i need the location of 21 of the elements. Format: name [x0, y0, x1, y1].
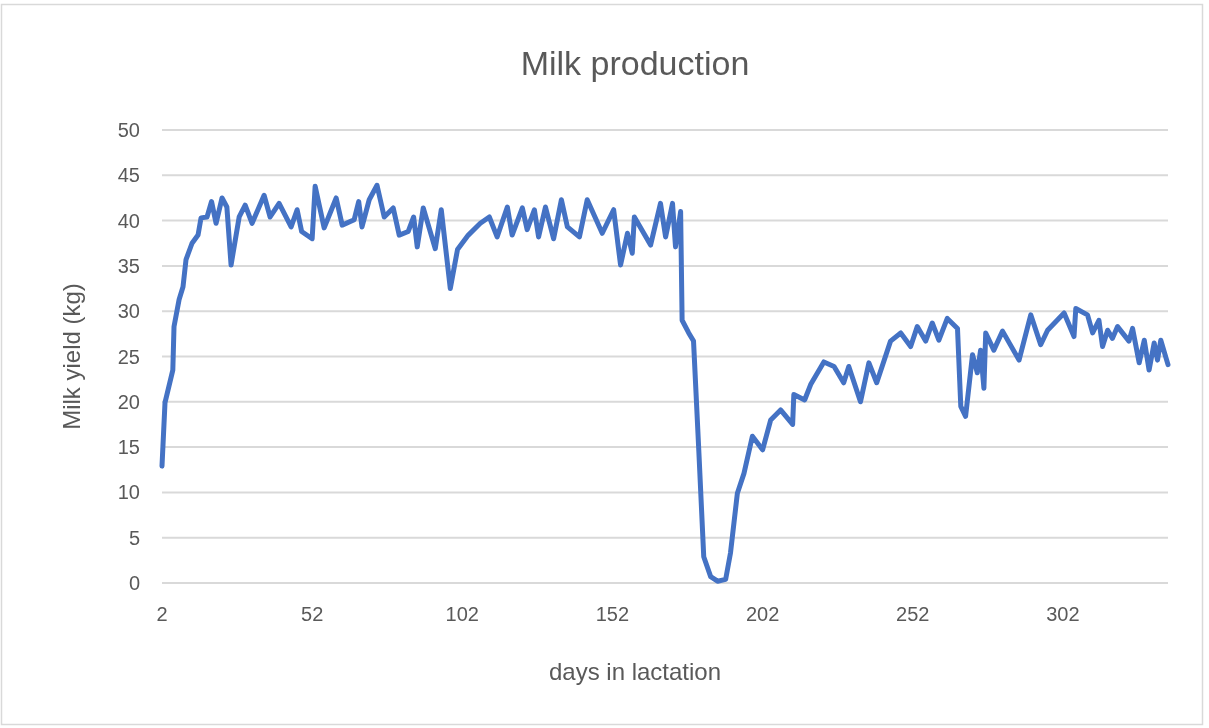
- x-tick-label: 102: [445, 603, 479, 625]
- x-tick-label: 202: [745, 603, 780, 625]
- y-tick-label: 45: [117, 164, 140, 187]
- x-tick-label: 152: [595, 603, 630, 625]
- y-tick-label: 15: [117, 436, 140, 459]
- x-tick-label: 2: [156, 603, 168, 625]
- y-tick-label: 10: [117, 481, 140, 504]
- y-tick-label: 30: [117, 300, 140, 323]
- y-axis-title: Milk yield (kg): [58, 283, 85, 430]
- x-tick-label: 302: [1046, 603, 1080, 625]
- x-axis-title: days in lactation: [548, 658, 722, 685]
- x-tick-label: 252: [896, 603, 930, 625]
- chart-title: Milk production: [520, 44, 750, 82]
- y-tick-label: 25: [117, 345, 140, 368]
- y-tick-label: 0: [128, 572, 140, 594]
- y-tick-label: 40: [117, 209, 140, 232]
- y-tick-label: 50: [117, 119, 140, 141]
- y-tick-label: 20: [117, 390, 140, 413]
- x-tick-label: 52: [301, 603, 324, 625]
- y-tick-label: 35: [117, 254, 140, 277]
- y-tick-label: 5: [128, 526, 140, 549]
